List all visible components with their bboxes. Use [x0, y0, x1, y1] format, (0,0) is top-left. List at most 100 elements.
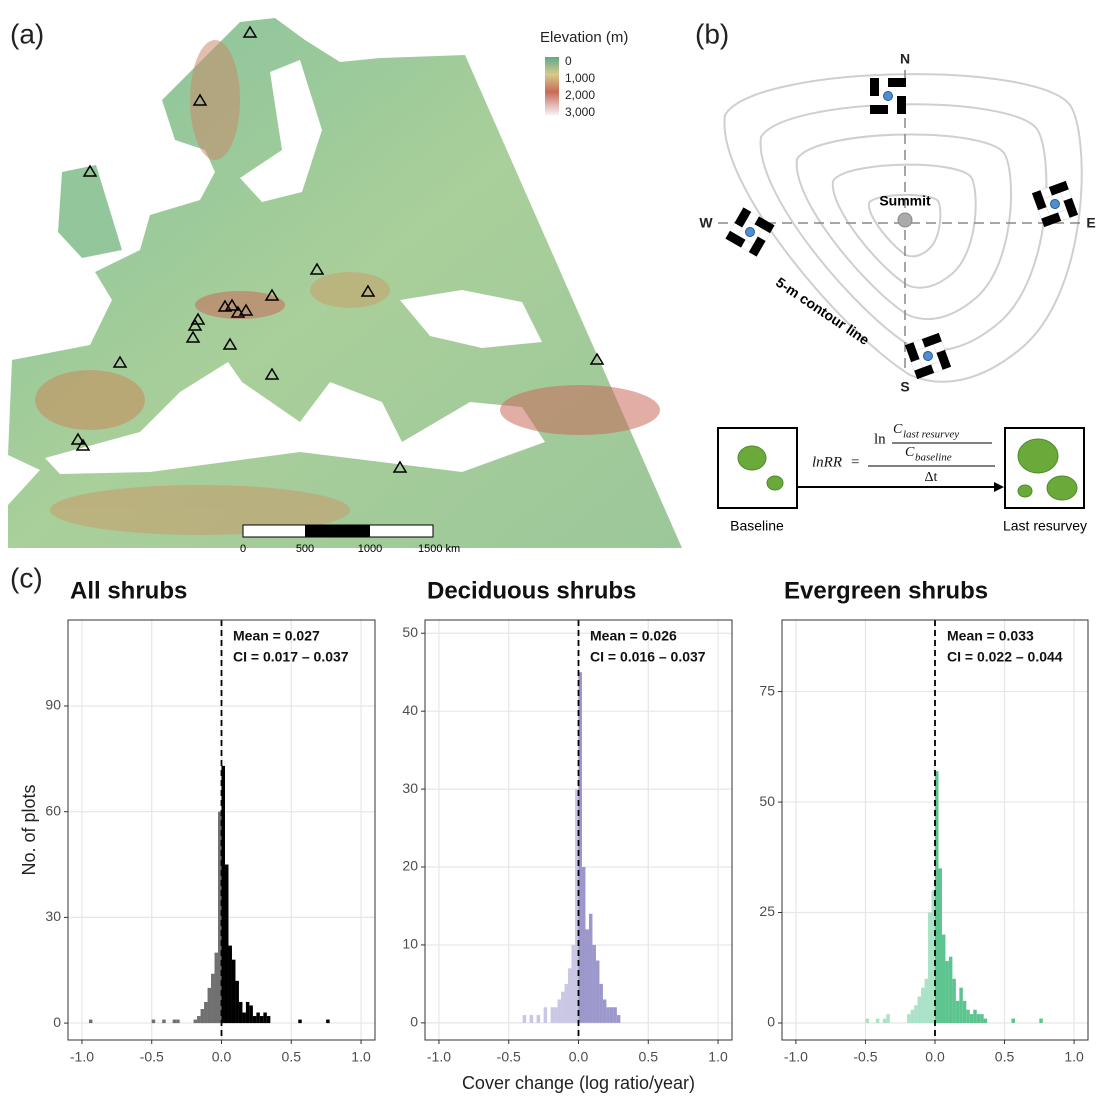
bar — [970, 1014, 973, 1023]
bar — [928, 913, 931, 1023]
bar — [225, 865, 228, 1024]
bar — [232, 960, 235, 1023]
y-tick-label: 0 — [767, 1014, 775, 1030]
bar — [267, 1016, 270, 1023]
bar — [949, 957, 952, 1023]
bar — [617, 1015, 620, 1023]
formula-time: Δt — [925, 470, 938, 485]
bar — [173, 1020, 176, 1024]
summit-label: Summit — [879, 193, 931, 209]
bar — [596, 961, 599, 1023]
bar — [613, 1007, 616, 1023]
scale-label: 500 — [296, 543, 314, 555]
chart-title: Deciduous shrubs — [427, 577, 636, 604]
bar — [938, 868, 941, 1023]
bar — [530, 1015, 533, 1023]
bar — [568, 968, 571, 1023]
contours — [724, 74, 1081, 382]
bar — [558, 999, 561, 1022]
bar — [918, 996, 921, 1023]
y-tick-label: 90 — [45, 697, 61, 713]
x-tick-label: 0.5 — [995, 1049, 1015, 1065]
bar — [585, 929, 588, 1023]
x-tick-label: 0.0 — [212, 1049, 232, 1065]
bar — [204, 1002, 207, 1023]
bar — [194, 1020, 197, 1024]
formula-equals: = — [851, 454, 859, 470]
bar — [215, 953, 218, 1023]
formula-lhs: lnRR — [812, 454, 842, 470]
bar — [599, 984, 602, 1023]
bar — [973, 1010, 976, 1023]
bar — [253, 1016, 256, 1023]
contour-label: 5-m contour line — [773, 274, 872, 348]
panel-label: (a) — [10, 18, 44, 49]
bar — [865, 1019, 868, 1023]
x-tick-label: 1.0 — [708, 1049, 728, 1065]
annotation: Mean = 0.027 — [233, 628, 320, 644]
quadrat — [870, 78, 906, 114]
bar — [228, 946, 231, 1024]
bar — [911, 1010, 914, 1023]
panel-label: (c) — [10, 562, 43, 593]
formula-subscript: baseline — [915, 452, 952, 464]
legend-label: 2,000 — [565, 88, 595, 102]
formula-ln: ln — [874, 431, 886, 447]
bar — [886, 1014, 889, 1023]
x-tick-label: -1.0 — [70, 1049, 94, 1065]
legend-colorbar — [545, 57, 559, 115]
bar — [235, 981, 238, 1023]
x-tick-label: 1.0 — [1064, 1049, 1084, 1065]
x-tick-label: 0.5 — [282, 1049, 302, 1065]
y-tick-label: 30 — [45, 908, 61, 924]
y-tick-label: 0 — [410, 1014, 418, 1030]
x-tick-label: 1.0 — [351, 1049, 371, 1065]
bar — [1039, 1019, 1042, 1023]
bar — [606, 1007, 609, 1023]
annotation: CI = 0.016 – 0.037 — [590, 649, 706, 665]
bar — [914, 1005, 917, 1023]
bar — [263, 1013, 266, 1024]
quadrat — [725, 207, 774, 256]
annotation: CI = 0.017 – 0.037 — [233, 649, 349, 665]
bar — [523, 1015, 526, 1023]
x-tick-label: -1.0 — [427, 1049, 451, 1065]
x-tick-label: -1.0 — [784, 1049, 808, 1065]
bar — [876, 1019, 879, 1023]
bar — [242, 1013, 245, 1024]
bar — [197, 1016, 200, 1023]
bar — [89, 1020, 92, 1024]
bar — [326, 1020, 329, 1024]
bar — [1012, 1019, 1015, 1023]
y-tick-label: 30 — [402, 780, 418, 796]
bar — [945, 961, 948, 1023]
formula-symbol: C — [893, 422, 903, 437]
bar — [582, 867, 585, 1023]
scale-label: 0 — [240, 543, 246, 555]
y-tick-label: 10 — [402, 936, 418, 952]
bar — [572, 945, 575, 1023]
bar — [246, 1002, 249, 1023]
bar — [260, 1016, 263, 1023]
x-tick-label: -0.5 — [853, 1049, 877, 1065]
bar — [561, 992, 564, 1023]
bar — [208, 988, 211, 1023]
x-tick-label: 0.5 — [639, 1049, 659, 1065]
x-tick-label: 0.0 — [925, 1049, 945, 1065]
y-tick-label: 50 — [759, 793, 775, 809]
direction-label: E — [1086, 215, 1095, 231]
x-tick-label: 0.0 — [569, 1049, 589, 1065]
map: Elevation (m) 0 1,000 2,000 3,000 0 500 … — [8, 18, 682, 555]
bar — [249, 1005, 252, 1023]
quadrat — [905, 333, 951, 379]
figure: (a) (b) (c) Elevation (m) 0 1,000 2,000 … — [0, 0, 1097, 1096]
legend-label: 1,000 — [565, 71, 595, 85]
x-axis-label: Cover change (log ratio/year) — [462, 1073, 695, 1093]
bar — [176, 1020, 179, 1024]
y-tick-label: 25 — [759, 903, 775, 919]
legend-label: 0 — [565, 54, 572, 68]
bar — [554, 1007, 557, 1023]
formula-subscript: last resurvey — [903, 429, 959, 441]
x-tick-label: -0.5 — [140, 1049, 164, 1065]
bar — [925, 979, 928, 1023]
